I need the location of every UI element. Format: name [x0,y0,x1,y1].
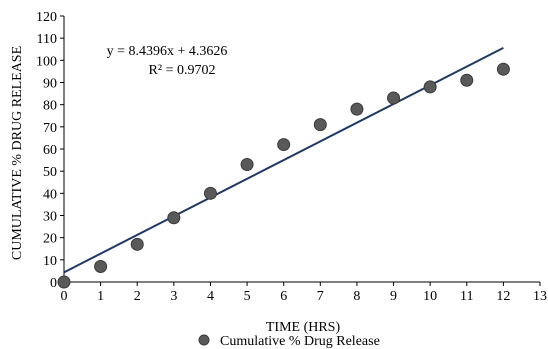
y-tick-label: 40 [43,187,57,202]
legend-marker [198,334,210,346]
y-tick-label: 100 [36,54,57,69]
y-tick-label: 30 [43,210,57,225]
y-tick-labels: 0 10 20 30 40 50 60 70 80 90 100 110 120 [36,10,64,291]
x-tick-label: 12 [496,289,510,304]
trendline-equation: y = 8.4396x + 4.3626 [107,44,228,59]
data-point [277,138,291,152]
x-tick-labels: 0 1 2 3 4 5 6 7 8 9 10 11 12 13 [61,282,547,304]
data-point [387,91,401,105]
x-tick-label: 8 [353,289,360,304]
x-tick-label: 4 [207,289,214,304]
x-tick-label: 6 [280,289,287,304]
data-point [350,102,364,116]
data-point [94,259,108,273]
data-points [57,62,510,289]
x-tick-label: 13 [533,289,547,304]
data-point [313,118,327,132]
y-tick-label: 10 [43,254,57,269]
y-axis-title: CUMULATIVE % DRUG RELEASE [10,46,25,260]
x-tick-label: 5 [244,289,251,304]
y-tick-label: 110 [37,32,57,47]
x-tick-label: 10 [423,289,437,304]
x-tick-label: 7 [317,289,324,304]
data-point [167,211,181,225]
x-tick-label: 9 [390,289,397,304]
legend: Cumulative % Drug Release [198,334,380,349]
y-tick-label: 60 [43,143,57,158]
trendline [63,46,504,274]
data-point [423,80,437,94]
y-tick-label: 0 [50,276,57,291]
data-point [240,158,254,172]
trendline-r-squared: R² = 0.9702 [149,63,216,78]
x-tick-label: 3 [170,289,177,304]
y-tick-label: 50 [43,165,57,180]
x-axis-title: TIME (HRS) [266,320,341,335]
x-tick-label: 1 [97,289,104,304]
y-tick-label: 70 [43,121,57,136]
x-tick-label: 0 [61,289,68,304]
data-point [203,186,217,200]
y-tick-label: 20 [43,232,57,247]
y-tick-label: 120 [36,10,57,25]
x-tick-label: 2 [134,289,141,304]
x-tick-label: 11 [460,289,473,304]
legend-label: Cumulative % Drug Release [220,334,380,349]
y-tick-label: 80 [43,99,57,114]
data-point [57,275,71,289]
data-point [496,62,510,76]
data-point [130,237,144,251]
y-tick-label: 90 [43,77,57,92]
data-point [460,73,474,87]
